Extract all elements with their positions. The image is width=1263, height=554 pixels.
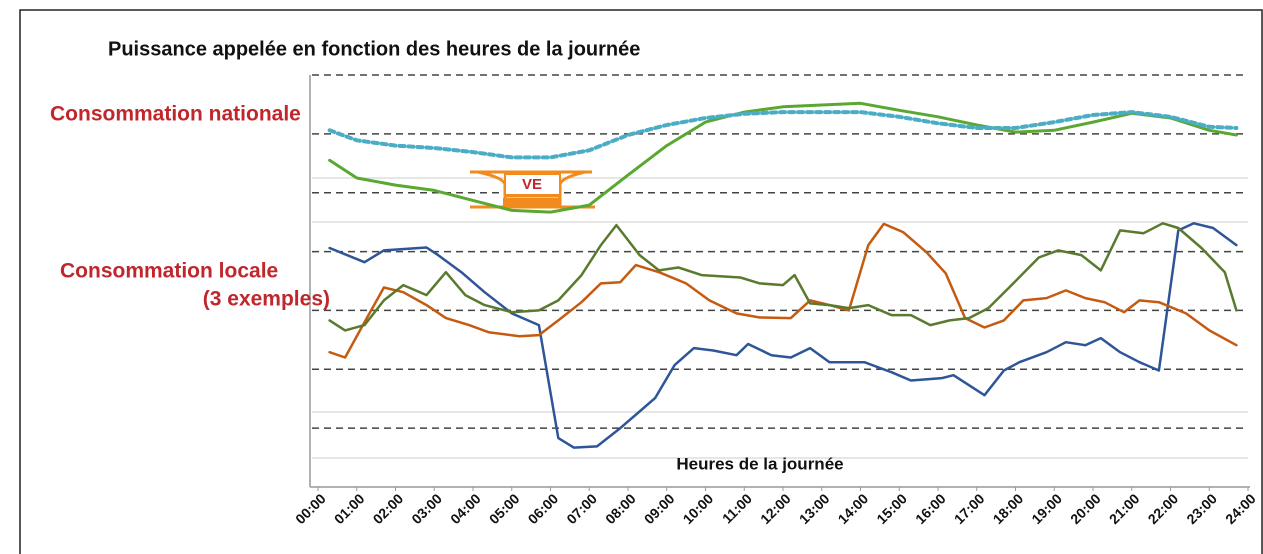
- x-tick-label: 03:00: [408, 490, 445, 527]
- x-tick-label: 05:00: [486, 490, 523, 527]
- x-tick-label: 11:00: [719, 490, 755, 526]
- ve-box: [504, 173, 561, 196]
- series-line: [328, 101, 1238, 214]
- x-tick-label: 07:00: [563, 490, 600, 527]
- x-tick-label: 08:00: [602, 490, 639, 527]
- label-national: Consommation nationale: [50, 103, 301, 126]
- x-tick-label: 10:00: [680, 490, 717, 527]
- x-tick-label: 24:00: [1222, 490, 1259, 527]
- x-tick-label: 20:00: [1067, 490, 1104, 527]
- ve-fill: [503, 198, 561, 207]
- chart-title: Puissance appelée en fonction des heures…: [108, 38, 640, 60]
- x-tick-label: 00:00: [292, 490, 329, 527]
- x-tick-label: 01:00: [331, 490, 368, 527]
- x-tick-label: 23:00: [1183, 490, 1220, 527]
- x-tick-label: 14:00: [835, 490, 872, 527]
- x-tick-label: 13:00: [796, 490, 833, 527]
- x-tick-label: 19:00: [1028, 490, 1065, 527]
- label-examples: (3 exemples): [203, 288, 330, 311]
- x-axis-label: Heures de la journée: [676, 454, 843, 473]
- light-lines: [312, 177, 1248, 459]
- x-tick-label: 17:00: [951, 490, 988, 527]
- label-local: Consommation locale: [60, 260, 278, 283]
- x-tick-label: 04:00: [447, 490, 484, 527]
- series-line: [328, 222, 1238, 332]
- frame: [19, 9, 1263, 554]
- x-tick-label: 22:00: [1145, 490, 1182, 527]
- x-tick-label: 09:00: [641, 490, 678, 527]
- x-tick-label: 06:00: [525, 490, 562, 527]
- series-line: [328, 222, 1238, 359]
- series-line: [327, 110, 1239, 160]
- x-tick-label: 18:00: [990, 490, 1027, 527]
- x-tick-label: 12:00: [757, 490, 794, 527]
- x-tick-label: 16:00: [912, 490, 949, 527]
- x-tick-label: 15:00: [873, 490, 910, 527]
- ve-label: VE: [522, 176, 542, 193]
- x-tick-label: 21:00: [1106, 490, 1143, 527]
- x-tick-label: 02:00: [370, 490, 407, 527]
- series-line: [328, 222, 1238, 449]
